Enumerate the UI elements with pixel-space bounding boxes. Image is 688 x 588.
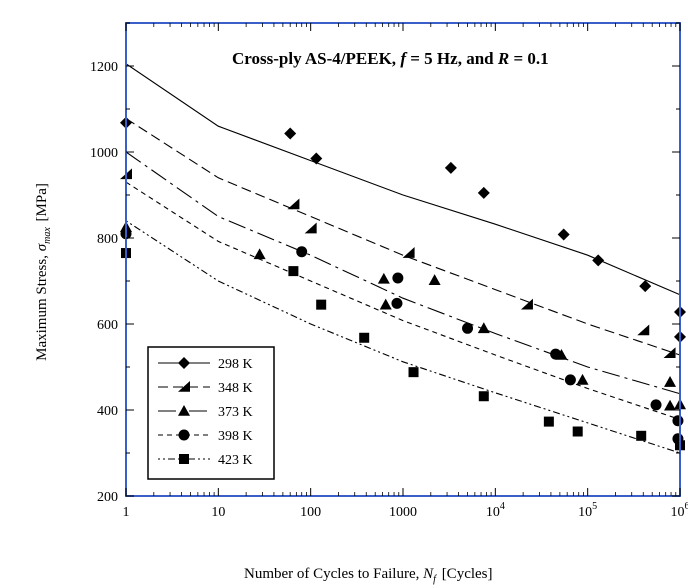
data-point-398k — [564, 374, 576, 386]
fit-curve-298k — [125, 63, 681, 296]
x-tick-label: 104 — [486, 501, 505, 520]
data-point-298k — [477, 186, 490, 199]
data-point-398k — [296, 246, 308, 258]
y-tick-label: 800 — [97, 232, 118, 247]
data-point-298k — [284, 127, 297, 140]
y-tick-label: 1000 — [90, 146, 118, 161]
data-point-398k — [672, 415, 684, 427]
data-point-423k — [478, 391, 489, 402]
data-point-373k — [664, 399, 677, 411]
data-point-348k — [663, 347, 676, 359]
legend-box — [147, 346, 275, 480]
data-point-398k — [391, 297, 403, 309]
data-point-348k — [304, 222, 317, 234]
legend-marker-398k — [178, 429, 190, 441]
data-point-423k — [408, 367, 419, 378]
data-point-398k — [392, 272, 404, 284]
data-point-423k — [316, 299, 327, 310]
data-point-423k — [288, 266, 299, 277]
fit-curve-423k — [125, 220, 681, 454]
data-point-423k — [572, 426, 583, 437]
data-point-348k — [520, 298, 533, 310]
data-point-373k — [379, 298, 392, 310]
y-tick-label: 200 — [97, 490, 118, 505]
data-point-298k — [592, 254, 605, 267]
data-point-373k — [664, 376, 677, 387]
x-tick-label: 100 — [300, 505, 321, 520]
x-tick-label: 1000 — [389, 505, 417, 520]
data-point-373k — [477, 322, 490, 334]
fit-curve-348k — [125, 118, 681, 356]
legend: 298 K 348 K 373 K 398 K 423 K — [147, 346, 275, 480]
legend-marker-298k — [178, 357, 190, 369]
data-point-423k — [636, 430, 647, 441]
y-tick-label: 600 — [97, 318, 118, 333]
x-tick-label: 105 — [578, 501, 597, 520]
data-point-373k — [377, 272, 390, 284]
legend-label-423k: 423 K — [218, 453, 253, 468]
data-point-298k — [444, 161, 457, 174]
legend-label-398k: 398 K — [218, 429, 253, 444]
data-point-348k — [287, 198, 300, 210]
data-point-373k — [428, 274, 441, 285]
plot-area: 200 400 600 800 1000 1200 1 10 100 1000 104 105 106 — [90, 22, 688, 520]
chart-title: Cross-ply AS-4/PEEK, f = 5 Hz, and R = 0… — [232, 49, 549, 68]
legend-marker-423k — [179, 454, 189, 464]
data-point-348k — [637, 324, 650, 336]
x-tick-label: 1 — [123, 505, 130, 520]
data-point-373k — [576, 373, 589, 385]
data-point-373k — [253, 248, 266, 260]
data-point-398k — [462, 322, 474, 334]
legend-label-373k: 373 K — [218, 405, 253, 420]
fit-curve-398k — [125, 181, 681, 421]
x-tick-label: 106 — [671, 501, 688, 520]
data-point-298k — [310, 152, 323, 165]
data-point-398k — [650, 399, 662, 411]
y-axis-label: Maximum Stress, σmax [MPa] — [34, 183, 53, 361]
legend-marker-373k — [178, 405, 190, 416]
legend-marker-348k — [178, 381, 190, 392]
data-point-298k — [557, 228, 570, 241]
y-tick-label: 1200 — [90, 60, 118, 75]
x-tick-label: 10 — [211, 505, 225, 520]
data-point-398k — [550, 348, 562, 360]
data-point-348k — [402, 247, 415, 258]
legend-label-348k: 348 K — [218, 381, 253, 396]
data-point-423k — [543, 416, 554, 427]
fit-curve-373k — [125, 151, 681, 395]
x-axis-label: Number of Cycles to Failure, Nf [Cycles] — [244, 566, 493, 585]
legend-label-298k: 298 K — [218, 357, 253, 372]
data-point-423k — [359, 332, 370, 343]
y-tick-label: 400 — [97, 404, 118, 419]
data-point-298k — [639, 280, 652, 293]
